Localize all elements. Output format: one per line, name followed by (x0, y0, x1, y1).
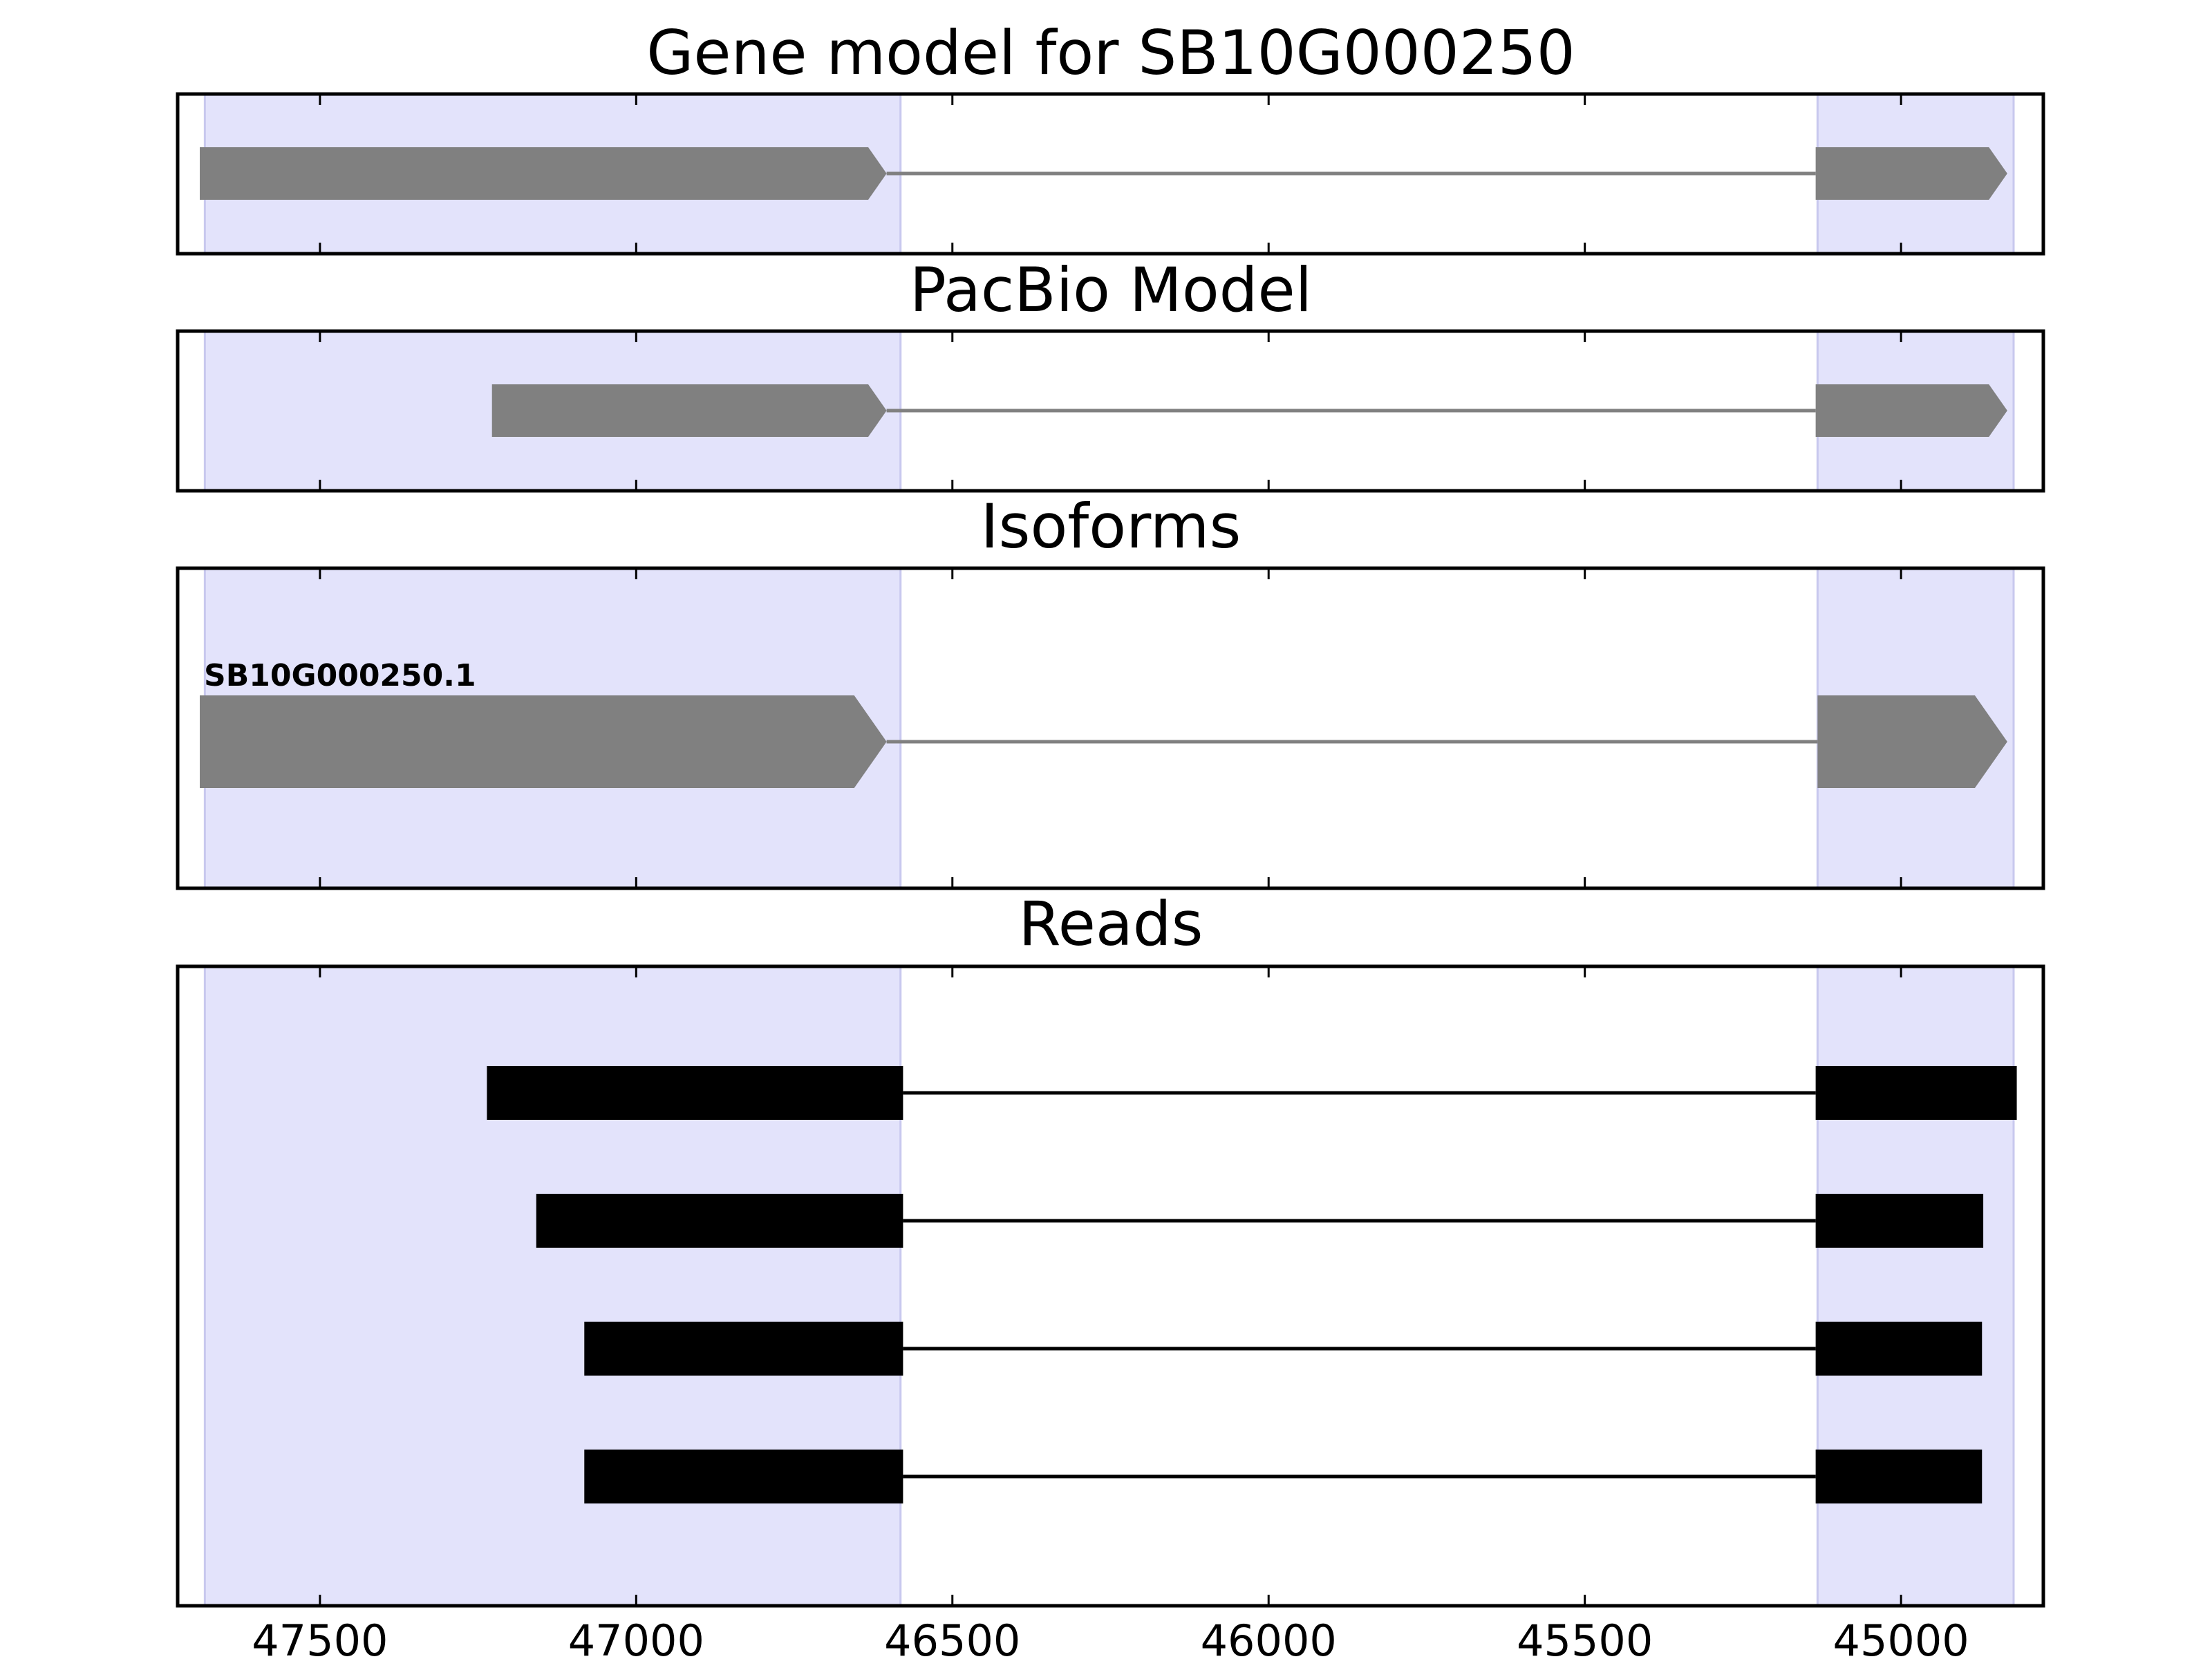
read-exon (1815, 1066, 2017, 1120)
x-tick-label: 45500 (1517, 1615, 1653, 1659)
isoform-label: SB10G000250.1 (204, 658, 476, 693)
read-exon (1815, 1194, 1984, 1248)
gene-model-panel: Gene model for SB10G000250 (176, 17, 2045, 256)
pacbio-model-title: PacBio Model (910, 254, 1312, 326)
panel-frame (176, 964, 2045, 1608)
read-exon (1815, 1450, 1983, 1503)
read-track (584, 1322, 1983, 1376)
read-track (487, 1066, 2017, 1120)
reads-title: Reads (1019, 888, 1203, 959)
gene-feature: SB10G000250.1 (200, 658, 2007, 788)
exon-region-band (1816, 965, 2015, 1607)
gene-feature (491, 384, 2007, 437)
isoforms-panel: SB10G000250.1 Isoforms (176, 491, 2045, 890)
panel-frame (176, 329, 2045, 493)
read-exon (536, 1194, 903, 1248)
x-tick-label: 46500 (884, 1615, 1020, 1659)
pacbio-model-panel: PacBio Model (176, 254, 2045, 493)
read-exon (487, 1066, 903, 1120)
exon-block (491, 384, 887, 437)
exon-region-band (203, 965, 902, 1607)
read-track (584, 1450, 1983, 1503)
read-track (536, 1194, 1984, 1248)
exon-block (1817, 695, 2007, 788)
isoforms-title: Isoforms (981, 491, 1241, 562)
gene-model-title: Gene model for SB10G000250 (646, 17, 1575, 88)
x-tick-label: 45000 (1833, 1615, 1969, 1659)
exon-block (1815, 384, 2007, 437)
x-tick-label: 47000 (568, 1615, 704, 1659)
gene-feature (200, 147, 2007, 200)
read-exon (1815, 1322, 1983, 1376)
read-exon (584, 1450, 903, 1503)
panel-frame (176, 92, 2045, 256)
exon-block (1815, 147, 2007, 200)
x-tick-label: 47500 (252, 1615, 388, 1659)
reads-panel: Reads (176, 888, 2045, 1608)
panel-frame (176, 566, 2045, 890)
read-exon (584, 1322, 903, 1376)
x-axis: 47500 47000 46500 46000 45500 45000 (252, 1615, 1969, 1659)
x-tick-label: 46000 (1201, 1615, 1337, 1659)
exon-block (200, 695, 887, 788)
exon-block (200, 147, 887, 200)
